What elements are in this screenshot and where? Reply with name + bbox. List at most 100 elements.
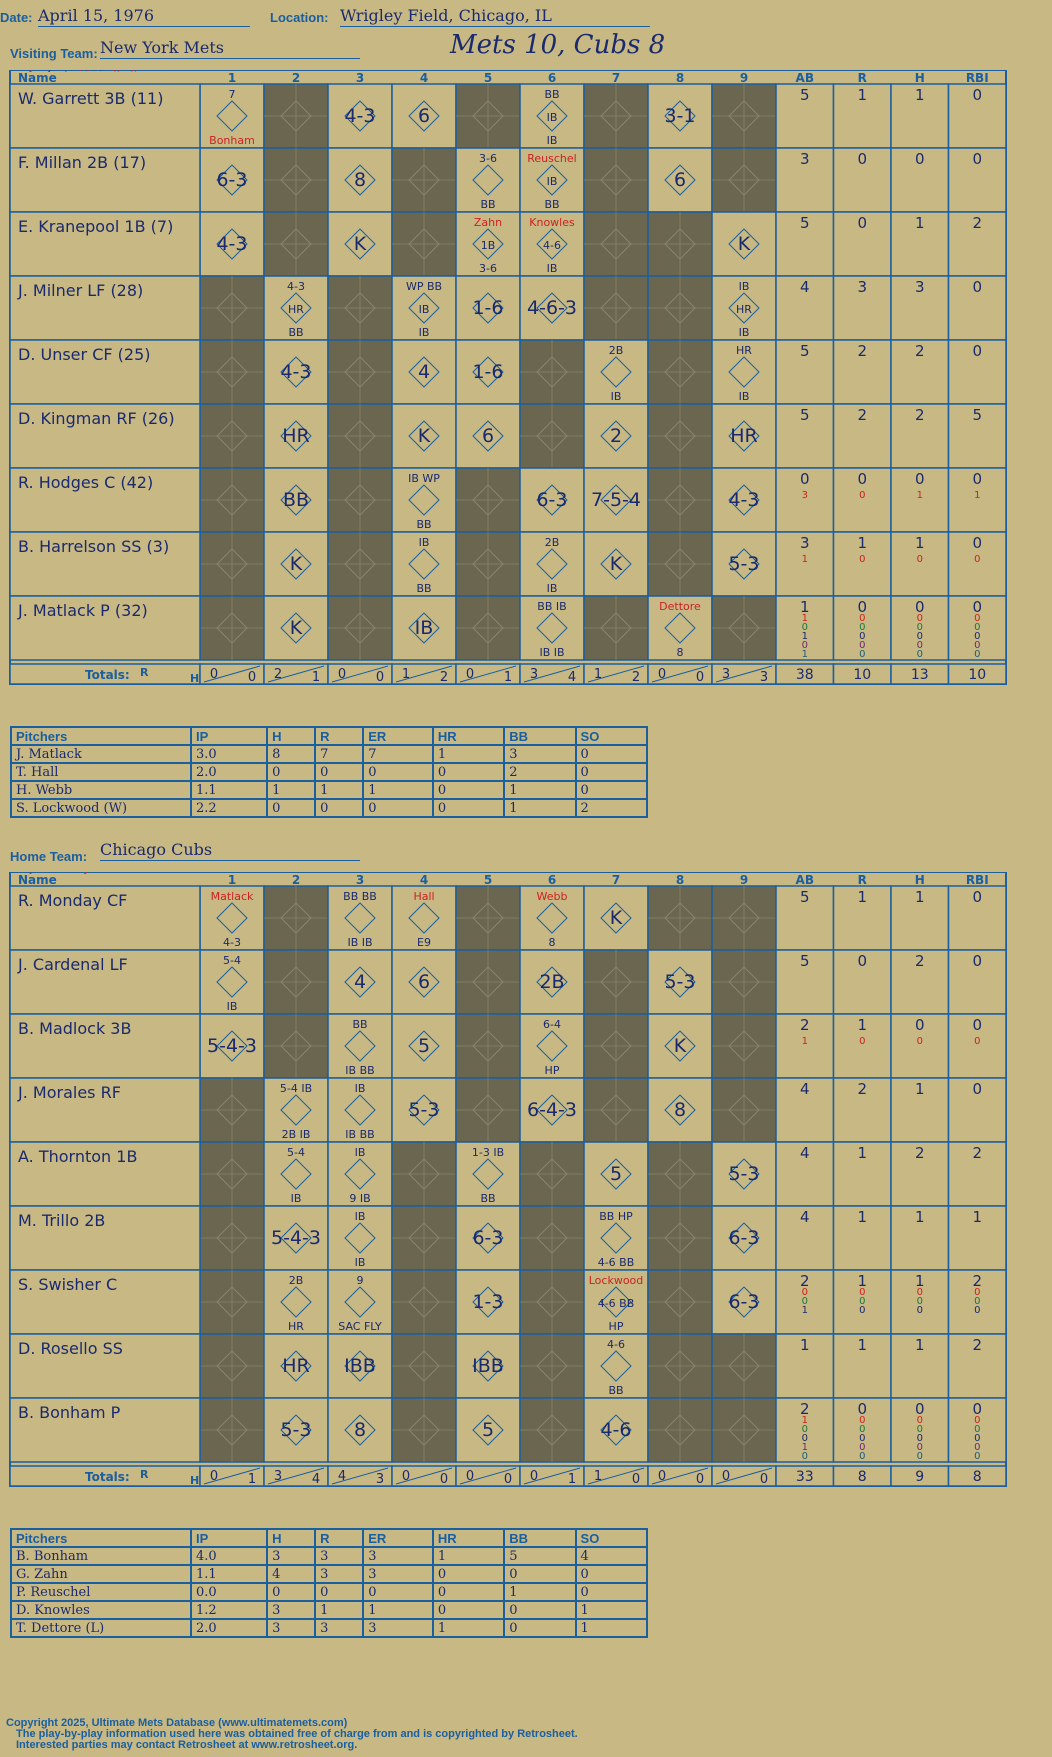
visitor-pitching-pitcher-name: J. Matlack <box>10 744 192 764</box>
home-inning-cell <box>263 1205 329 1271</box>
visitor-play-text: IB <box>419 326 430 339</box>
home-name-header: Name <box>18 873 57 887</box>
home-base-diamond <box>344 1350 376 1382</box>
visitor-stat-value: 0 <box>972 342 982 360</box>
visitor-pitching-stat: 0 <box>314 762 365 782</box>
visitor-inning-cell <box>263 595 329 661</box>
visitor-stat-value: 0 <box>974 649 980 660</box>
visitor-pitching-stat: 1 <box>314 780 365 800</box>
visitor-play-text: 3-1 <box>664 105 695 127</box>
home-stat-value: 0 <box>802 1433 808 1444</box>
home-pitching-stat: 0.0 <box>189 1582 269 1602</box>
visitor-base-diamond <box>472 420 504 452</box>
table-row: G. Zahn 1.1 4 3 3 0 0 0 <box>10 1564 649 1584</box>
home-stat-cell <box>832 1141 892 1207</box>
visitor-play-text: K <box>290 553 303 575</box>
home-pitching-stat: 1 <box>574 1600 649 1620</box>
home-base-diamond <box>664 1094 696 1126</box>
visitor-pitching-stat: 0 <box>574 780 649 800</box>
home-stat-value: 0 <box>972 1400 982 1418</box>
home-pitching-header: IP <box>189 1528 269 1548</box>
visitor-player-name: F. Millan 2B (17) <box>18 153 146 172</box>
home-stat-value: 0 <box>974 1451 980 1462</box>
home-stat-cell <box>890 1077 950 1143</box>
visitor-inning-hits: 1 <box>504 670 512 685</box>
visitor-pitching-stat: 2.2 <box>189 798 269 818</box>
home-name-cell <box>9 1397 201 1463</box>
home-pitching-stat: 1 <box>574 1618 649 1638</box>
home-inning-runs: 4 <box>338 1469 346 1484</box>
visitor-inning-cell <box>711 467 777 533</box>
visitor-base-diamond <box>664 612 696 644</box>
visitor-inning-hits: 0 <box>376 670 384 685</box>
visitor-stat-value: 2 <box>915 342 925 360</box>
visitor-pitching-header: SO <box>574 726 649 746</box>
home-inning-header: 3 <box>356 873 364 887</box>
home-base-diamond <box>664 966 696 998</box>
home-base-diamond <box>472 1350 504 1382</box>
home-base-diamond <box>344 966 376 998</box>
visitor-stat-value: 1 <box>915 86 925 104</box>
visitor-pitching-header: BB <box>503 726 577 746</box>
home-play-text: 5-3 <box>728 1163 759 1185</box>
visitor-play-text: IB <box>611 390 622 403</box>
home-base-diamond <box>280 1222 312 1254</box>
visitor-stat-value: 4 <box>800 278 810 296</box>
home-play-text: HR <box>288 1320 304 1333</box>
visitor-inning-cell <box>327 211 393 277</box>
home-play-text: 5-3 <box>408 1099 439 1121</box>
visitor-stat-value: 0 <box>915 150 925 168</box>
visitor-name-cell <box>9 531 201 597</box>
home-pitching-header: SO <box>574 1528 649 1548</box>
visitor-pitching-stat: 0 <box>574 744 649 764</box>
home-base-diamond <box>344 1030 376 1062</box>
table-row: T. Dettore (L) 2.0 3 3 3 1 0 1 <box>10 1618 649 1638</box>
home-total-divider <box>523 1467 581 1485</box>
home-play-text: 8 <box>354 1419 366 1441</box>
visitor-stat-value: 0 <box>857 598 867 616</box>
visitor-player-name: W. Garrett 3B (11) <box>18 89 163 108</box>
visitor-play-text: BB <box>288 326 303 339</box>
home-name-cell <box>9 949 201 1015</box>
home-stat-value: 2 <box>800 1272 810 1290</box>
visitor-stat-value: 0 <box>917 649 923 660</box>
visitor-stat-value: 5 <box>800 406 810 424</box>
visitor-stat-value: 0 <box>802 640 808 651</box>
visitor-base-diamond <box>600 420 632 452</box>
home-inning-cell <box>327 1397 393 1463</box>
visitor-inning-runs: 1 <box>594 667 602 682</box>
home-stat-header: R <box>858 873 867 887</box>
home-stat-value: 2 <box>800 1016 810 1034</box>
visitor-inning-cell <box>263 275 329 341</box>
home-play-text: 4 <box>354 971 366 993</box>
date-value: April 15, 1976 <box>38 6 155 25</box>
visitor-name-cell <box>9 83 201 149</box>
visitor-base-diamond <box>280 548 312 580</box>
home-stat-cell <box>832 1269 892 1335</box>
visitor-base-diamond <box>408 420 440 452</box>
home-stat-value: 0 <box>974 1433 980 1444</box>
home-stat-value: 1 <box>802 1442 808 1453</box>
home-inning-hits: 1 <box>568 1472 576 1487</box>
home-stat-value: 0 <box>917 1296 923 1307</box>
home-pitching-table: Pitchers IP H R ER HR BB SO B. Bonham 4.0 3 3 3 1 5 4 G.… <box>10 1528 649 1638</box>
visitor-base-diamond <box>664 164 696 196</box>
visitor-inning-cell <box>711 275 777 341</box>
visitor-play-text: HR <box>288 303 304 316</box>
visitor-stat-value: 0 <box>859 490 865 501</box>
visitor-pitching-stat: 1 <box>266 780 317 800</box>
visitor-name-cell <box>9 275 201 341</box>
home-base-diamond <box>280 1414 312 1446</box>
visitor-play-text: BB <box>416 518 431 531</box>
home-inning-cell <box>391 949 457 1015</box>
visitor-play-text: BB <box>480 198 495 211</box>
home-inning-header: 2 <box>292 873 300 887</box>
home-inning-cell <box>263 1333 329 1399</box>
visitor-inning-hits: 1 <box>312 670 320 685</box>
home-stat-total: 8 <box>973 1469 982 1485</box>
visitor-pitching-table: Pitchers IP H R ER HR BB SO J. Matlack 3.0 8 7 7 1 3 0 T… <box>10 726 649 818</box>
table-row: H. Webb 1.1 1 1 1 0 1 0 <box>10 780 649 800</box>
visitor-stat-value: 0 <box>974 640 980 651</box>
visitor-inning-cell <box>455 211 521 277</box>
